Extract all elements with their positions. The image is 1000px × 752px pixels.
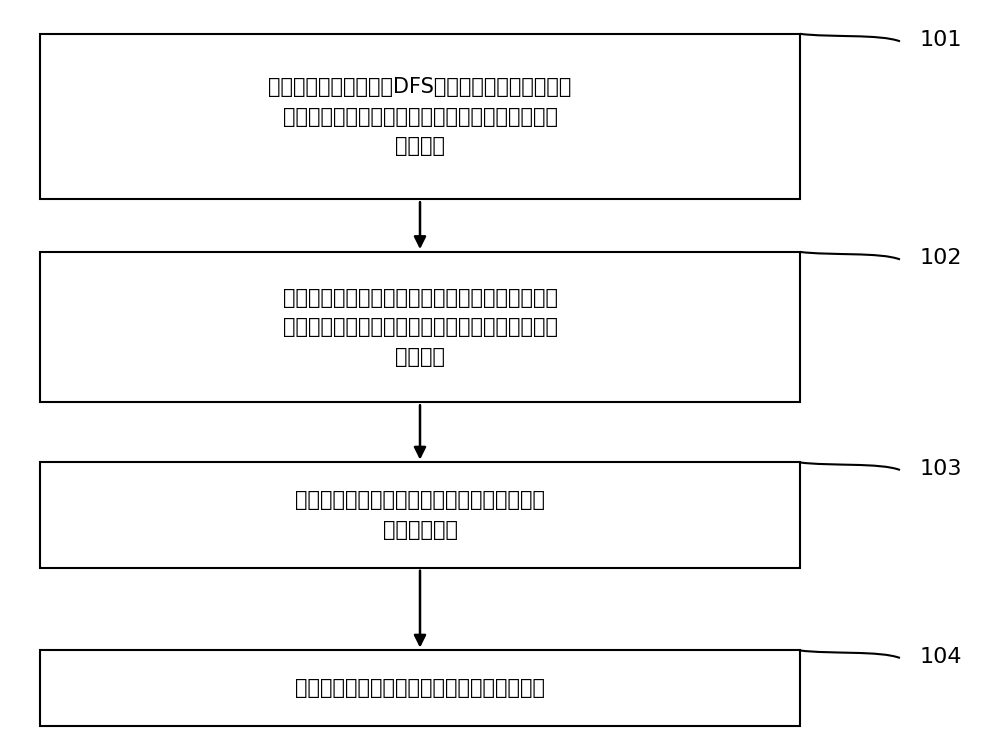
Bar [40, 34, 800, 199]
Text: 102: 102 [920, 248, 962, 268]
Bar [40, 650, 800, 726]
Text: 对齐所述至少两个条形码树的每一个条形码树
，并进行比较: 对齐所述至少两个条形码树的每一个条形码树 ，并进行比较 [295, 490, 545, 540]
Text: 根据预设的排序顺序对所述条形码树进行排序: 根据预设的排序顺序对所述条形码树进行排序 [295, 678, 545, 698]
Text: 通过深度优先遍历方法DFS对至少两个待比较层次结
构数据进行遍历，获取所述待比较层次结构数据的
节点序列: 通过深度优先遍历方法DFS对至少两个待比较层次结 构数据进行遍历，获取所述待比较… [268, 77, 572, 156]
Bar [40, 462, 800, 568]
Bar [40, 252, 800, 402]
Text: 103: 103 [920, 459, 962, 479]
Text: 104: 104 [920, 647, 962, 667]
Text: 根据预设的转换条件将所述节点序列中的节点转换
为对应的条形视觉元素，将条形依次排列即可得到
条形码树: 根据预设的转换条件将所述节点序列中的节点转换 为对应的条形视觉元素，将条形依次排… [283, 287, 558, 367]
Text: 101: 101 [920, 30, 962, 50]
